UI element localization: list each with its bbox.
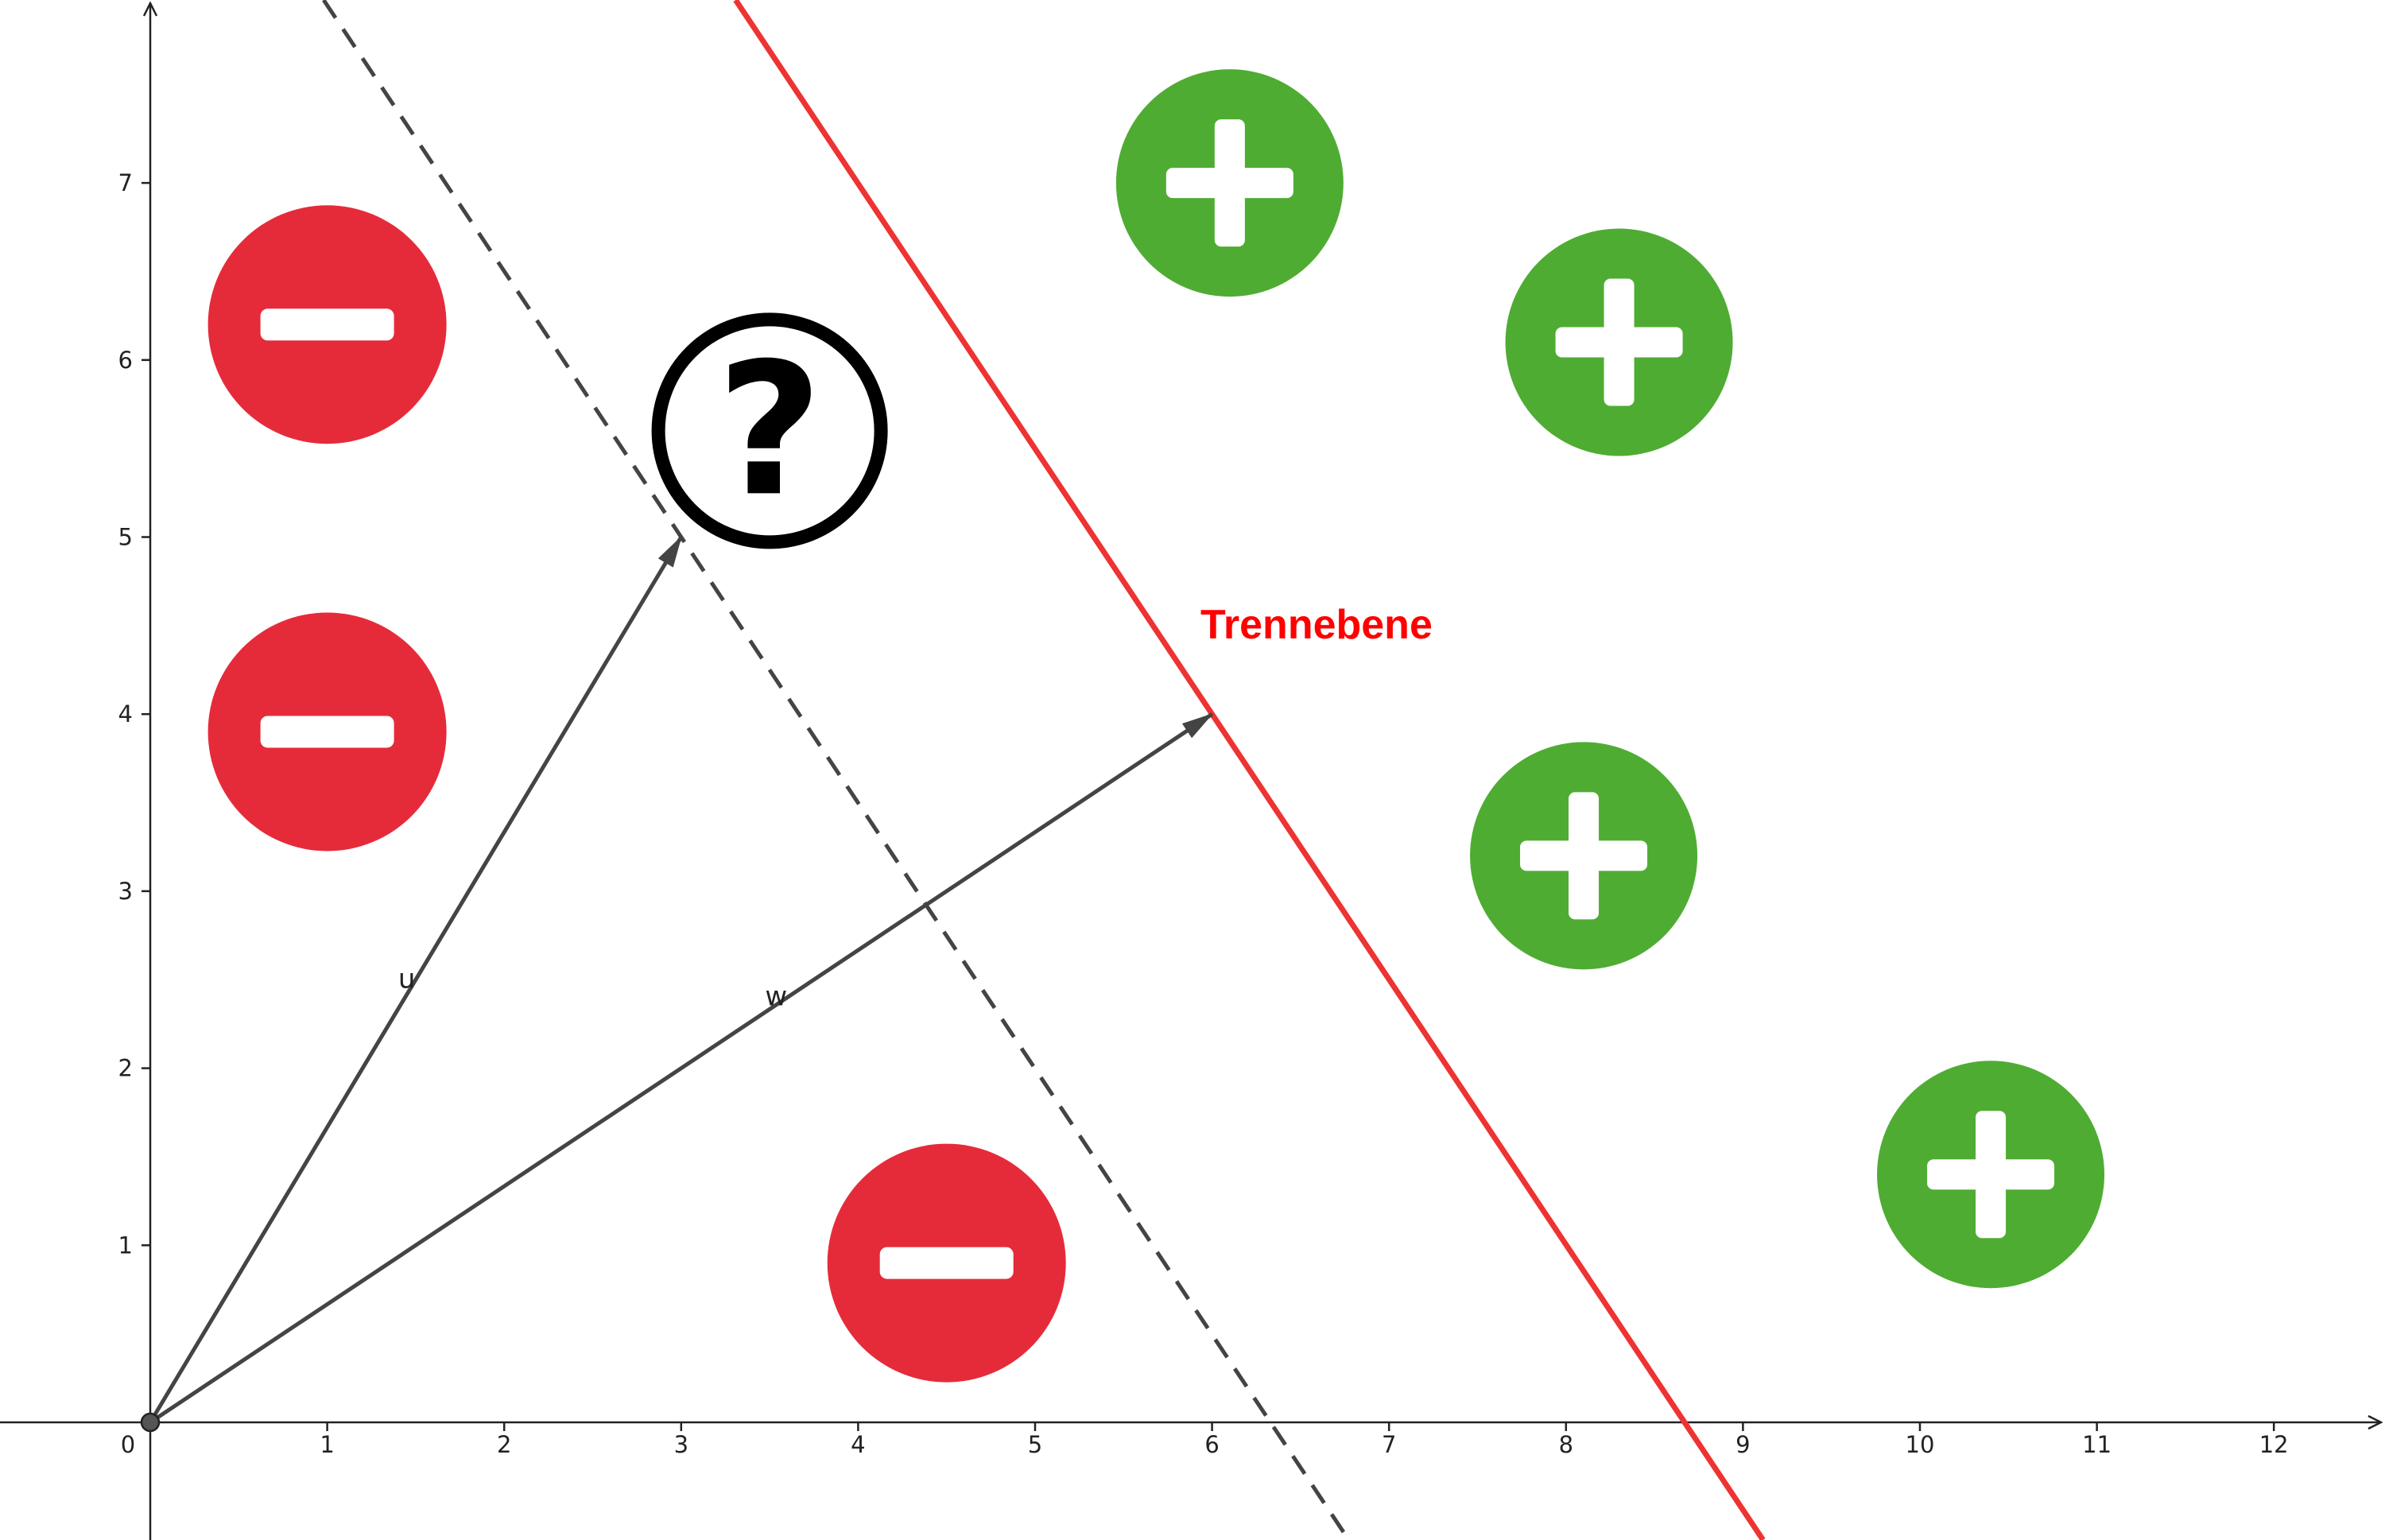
y-tick-label: 4 bbox=[118, 700, 133, 727]
minus-bar bbox=[260, 716, 394, 748]
vector-w bbox=[149, 712, 1214, 1425]
x-tick-label: 12 bbox=[2259, 1431, 2289, 1458]
positive-points bbox=[1115, 69, 2105, 1289]
x-tick-label: 5 bbox=[1028, 1431, 1042, 1458]
x-tick-label: 7 bbox=[1382, 1431, 1396, 1458]
minus-bar bbox=[879, 1247, 1014, 1279]
x-tick-label: 8 bbox=[1559, 1431, 1573, 1458]
hyperplane-line bbox=[733, 0, 1766, 1540]
plus-bar-vertical bbox=[1214, 119, 1245, 247]
y-tick-label: 6 bbox=[118, 347, 133, 374]
y-tick-label: 2 bbox=[118, 1055, 133, 1082]
plus-point bbox=[1877, 1061, 2105, 1289]
plus-bar-vertical bbox=[1976, 1111, 2007, 1239]
unknown-point: ? bbox=[651, 312, 888, 549]
y-tick-label: 5 bbox=[118, 524, 133, 551]
minus-point bbox=[207, 612, 447, 851]
x-axis-ticks: 0 1 2 3 4 5 6 7 8 9 10 11 12 bbox=[121, 1422, 2289, 1458]
minus-point bbox=[207, 205, 447, 444]
x-tick-label: 6 bbox=[1204, 1431, 1219, 1458]
x-tick-label: 11 bbox=[2082, 1431, 2112, 1458]
x-tick-label: 10 bbox=[1906, 1431, 1935, 1458]
y-tick-label: 1 bbox=[118, 1232, 133, 1259]
minus-point bbox=[827, 1143, 1066, 1383]
x-tick-label: 4 bbox=[851, 1431, 865, 1458]
plus-point bbox=[1505, 228, 1733, 456]
minus-bar bbox=[260, 308, 394, 341]
question-mark: ? bbox=[716, 324, 822, 537]
vector-u-label: u bbox=[398, 963, 416, 995]
hyperplane-label: Trennebene bbox=[1200, 602, 1433, 648]
plus-point bbox=[1470, 742, 1698, 970]
plus-bar-vertical bbox=[1569, 792, 1600, 920]
negative-points bbox=[207, 205, 1066, 1383]
x-tick-label: 0 bbox=[121, 1431, 135, 1458]
y-axis-ticks: 1 2 3 4 5 6 7 bbox=[118, 169, 150, 1259]
x-tick-label: 1 bbox=[320, 1431, 334, 1458]
y-tick-label: 3 bbox=[118, 878, 133, 905]
dashed-margin-line bbox=[322, 0, 1351, 1540]
vector-w-label: w bbox=[765, 981, 787, 1013]
x-tick-label: 3 bbox=[674, 1431, 688, 1458]
origin-point bbox=[140, 1412, 161, 1433]
plus-bar-vertical bbox=[1604, 278, 1635, 406]
plus-point bbox=[1115, 69, 1344, 297]
x-tick-label: 9 bbox=[1735, 1431, 1750, 1458]
y-tick-label: 7 bbox=[118, 169, 133, 196]
vector-u bbox=[148, 535, 683, 1424]
x-tick-label: 2 bbox=[497, 1431, 511, 1458]
question-icon bbox=[651, 312, 888, 549]
